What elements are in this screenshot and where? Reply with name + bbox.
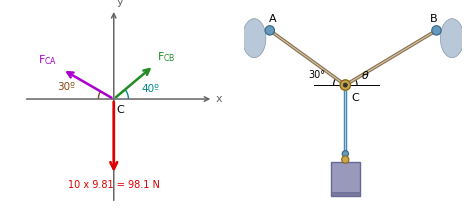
Text: C: C: [117, 105, 124, 115]
Text: y: y: [117, 0, 124, 7]
Circle shape: [265, 26, 274, 35]
Text: 40º: 40º: [141, 84, 159, 94]
Ellipse shape: [440, 19, 464, 58]
Text: 10 x 9.81 = 98.1 N: 10 x 9.81 = 98.1 N: [68, 181, 160, 191]
Ellipse shape: [243, 19, 266, 58]
Text: C: C: [352, 93, 359, 103]
Text: θ: θ: [362, 71, 369, 81]
Circle shape: [342, 151, 348, 157]
Bar: [331, 162, 360, 196]
Text: x: x: [216, 94, 222, 104]
Circle shape: [432, 26, 441, 35]
Circle shape: [342, 156, 349, 163]
Text: $\mathregular{F_{CA}}$: $\mathregular{F_{CA}}$: [37, 53, 57, 67]
Text: A: A: [269, 14, 276, 24]
Circle shape: [343, 83, 347, 87]
Text: 30º: 30º: [57, 82, 75, 92]
Text: $\mathregular{F_{CB}}$: $\mathregular{F_{CB}}$: [156, 50, 175, 64]
Text: B: B: [430, 14, 438, 24]
Circle shape: [340, 80, 351, 90]
Bar: [331, 192, 360, 196]
Text: 30°: 30°: [309, 70, 326, 80]
